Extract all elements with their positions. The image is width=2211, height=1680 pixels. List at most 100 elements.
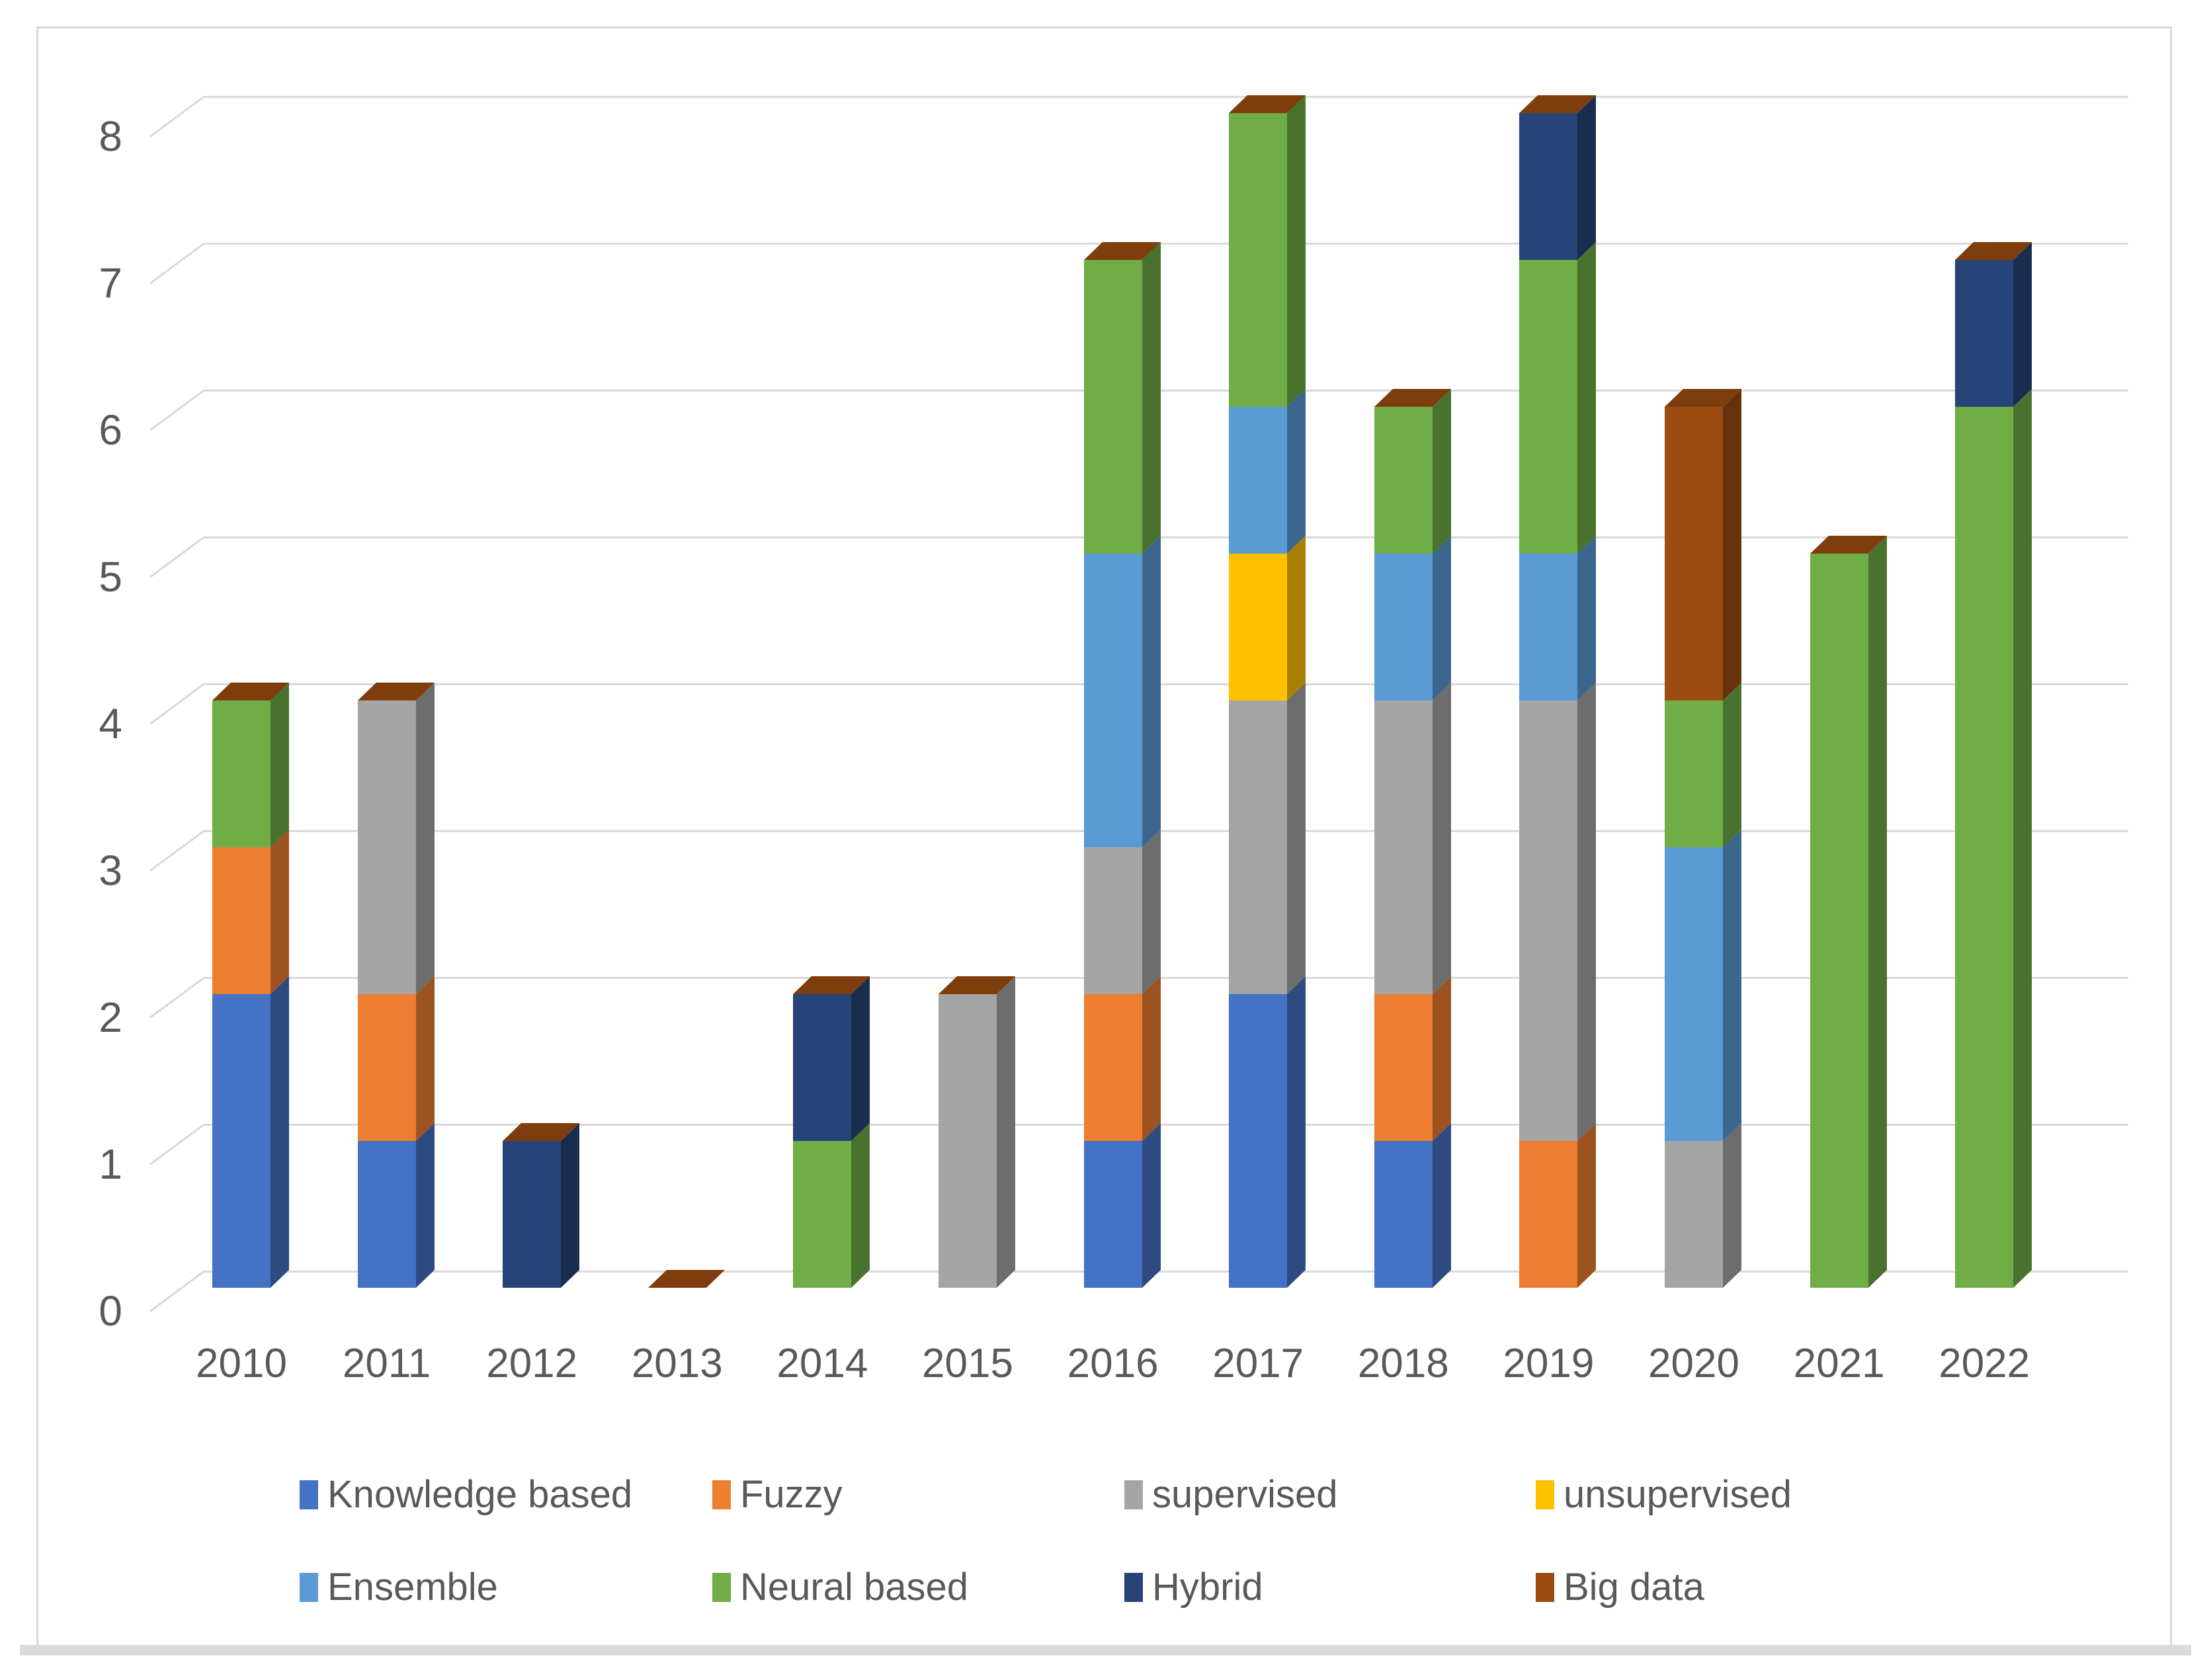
gridline-horizontal <box>204 1124 2128 1126</box>
x-axis-category-label: 2021 <box>1793 1341 1885 1386</box>
y-axis-tick-label: 1 <box>99 1140 122 1188</box>
legend-swatch-unsupervised <box>1536 1480 1554 1509</box>
bar-segment-front-ensemble-2018 <box>1374 554 1433 700</box>
bar-segment-side-fuzzy-2018 <box>1432 976 1451 1141</box>
bar-segment-front-neural-based-2019 <box>1519 260 1578 554</box>
bar-segment-side-unsupervised-2017 <box>1287 536 1306 700</box>
x-axis-category-label: 2017 <box>1212 1341 1304 1386</box>
y-axis-tick-label: 6 <box>99 406 122 454</box>
bar-segment-front-neural-based-2018 <box>1374 407 1433 554</box>
bar-segment-front-neural-based-2016 <box>1083 260 1142 554</box>
bar-segment-front-neural-based-2017 <box>1229 113 1288 407</box>
legend-swatch-neural-based <box>712 1573 731 1602</box>
bar-segment-front-neural-based-2020 <box>1665 700 1723 847</box>
bar-segment-side-ensemble-2016 <box>1142 536 1161 847</box>
legend-label: Knowledge based <box>327 1473 633 1516</box>
bar-segment-front-supervised-2017 <box>1229 700 1288 994</box>
bar-segment-side-big-data-2020 <box>1723 389 1741 700</box>
legend-swatch-fuzzy <box>712 1480 731 1509</box>
bar-segment-front-neural-based-2014 <box>793 1141 852 1288</box>
legend-item-big-data: Big data <box>1536 1566 1704 1609</box>
bar-segment-side-hybrid-2014 <box>851 976 870 1141</box>
bar-segment-front-supervised-2018 <box>1374 700 1433 994</box>
bar-segment-front-ensemble-2020 <box>1665 847 1723 1141</box>
legend-item-fuzzy: Fuzzy <box>712 1474 843 1516</box>
gridline-horizontal <box>204 390 2128 392</box>
legend-label: Fuzzy <box>740 1473 843 1516</box>
bar-segment-front-supervised-2015 <box>939 994 997 1288</box>
bar-segment-front-fuzzy-2011 <box>357 994 416 1141</box>
bar-segment-front-fuzzy-2010 <box>212 847 271 994</box>
gridline-horizontal <box>204 830 2128 832</box>
gridline-horizontal <box>204 243 2128 245</box>
bar-segment-side-supervised-2011 <box>415 683 435 994</box>
gridline-horizontal <box>204 977 2128 979</box>
y-axis-tick-label: 4 <box>99 700 122 747</box>
legend-item-supervised: supervised <box>1124 1474 1337 1516</box>
bar-segment-side-neural-based-2021 <box>1868 536 1887 1288</box>
bar-segment-front-neural-based-2010 <box>212 700 271 847</box>
legend-swatch-big-data <box>1536 1573 1554 1602</box>
legend-label: Ensemble <box>327 1566 498 1609</box>
bar-segment-side-knowledge-based-2011 <box>415 1123 435 1288</box>
legend-item-knowledge-based: Knowledge based <box>300 1474 632 1516</box>
bar-segment-side-knowledge-based-2017 <box>1287 976 1306 1288</box>
bar-segment-front-hybrid-2012 <box>503 1141 562 1288</box>
bar-segment-front-supervised-2020 <box>1665 1141 1723 1288</box>
legend-item-hybrid: Hybrid <box>1124 1566 1263 1609</box>
bar-segment-front-ensemble-2019 <box>1519 554 1578 700</box>
legend-label: supervised <box>1152 1473 1338 1516</box>
bar-segment-side-ensemble-2019 <box>1577 536 1597 700</box>
x-axis-category-label: 2013 <box>631 1341 723 1386</box>
bar-segment-side-supervised-2018 <box>1432 683 1451 994</box>
bar-segment-front-knowledge-based-2017 <box>1229 994 1288 1288</box>
bar-segment-front-knowledge-based-2018 <box>1374 1141 1433 1288</box>
legend-swatch-hybrid <box>1124 1573 1143 1602</box>
y-axis-tick-label: 8 <box>99 112 122 160</box>
x-axis-category-label: 2018 <box>1357 1341 1449 1386</box>
bar-segment-front-supervised-2019 <box>1519 700 1578 1141</box>
bar-segment-side-ensemble-2017 <box>1287 389 1306 554</box>
y-axis-tick-label: 0 <box>99 1287 122 1335</box>
bar-segment-side-knowledge-based-2010 <box>271 976 289 1288</box>
y-axis-tick-label: 3 <box>99 847 122 894</box>
bar-segment-side-knowledge-based-2016 <box>1142 1123 1161 1288</box>
y-axis-tick-label: 5 <box>99 553 122 601</box>
bar-segment-side-hybrid-2019 <box>1577 95 1597 260</box>
gridline-horizontal <box>204 536 2128 538</box>
bar-segment-side-fuzzy-2019 <box>1577 1123 1597 1288</box>
bar-segment-side-supervised-2019 <box>1577 683 1597 1141</box>
bar-segment-front-hybrid-2019 <box>1519 113 1578 260</box>
legend-label: unsupervised <box>1564 1473 1792 1516</box>
y-axis-tick-label: 2 <box>99 993 122 1041</box>
bar-segment-side-supervised-2015 <box>997 976 1015 1288</box>
legend-swatch-supervised <box>1124 1480 1143 1509</box>
bar-segment-front-supervised-2016 <box>1083 847 1142 994</box>
legend-swatch-knowledge-based <box>300 1480 318 1509</box>
bar-segment-side-neural-based-2017 <box>1287 95 1306 407</box>
y-axis-tick-label: 7 <box>99 259 122 307</box>
bar-segment-front-fuzzy-2019 <box>1519 1141 1578 1288</box>
x-axis-category-label: 2019 <box>1503 1341 1595 1386</box>
x-axis-category-label: 2015 <box>922 1341 1013 1386</box>
x-axis-category-label: 2010 <box>196 1341 287 1386</box>
gridline-horizontal <box>204 96 2128 98</box>
bar-segment-front-ensemble-2017 <box>1229 407 1288 554</box>
bar-segment-side-neural-based-2016 <box>1142 242 1161 554</box>
bar-segment-side-supervised-2020 <box>1723 1123 1741 1288</box>
bar-segment-side-hybrid-2012 <box>561 1123 580 1288</box>
bar-segment-side-hybrid-2022 <box>2013 242 2032 407</box>
bar-segment-front-supervised-2011 <box>357 700 416 994</box>
bar-segment-side-knowledge-based-2018 <box>1432 1123 1451 1288</box>
gridline-horizontal <box>204 683 2128 685</box>
legend-item-ensemble: Ensemble <box>300 1566 498 1609</box>
bar-segment-side-neural-based-2019 <box>1577 242 1597 554</box>
bar-segment-front-fuzzy-2018 <box>1374 994 1433 1141</box>
bar-segment-side-fuzzy-2011 <box>415 976 435 1141</box>
x-axis-category-label: 2012 <box>486 1341 578 1386</box>
legend-label: Neural based <box>740 1566 968 1609</box>
bar-segment-front-hybrid-2022 <box>1955 260 2014 407</box>
bar-segment-front-hybrid-2014 <box>793 994 852 1141</box>
bottom-border-band <box>20 1645 2191 1656</box>
